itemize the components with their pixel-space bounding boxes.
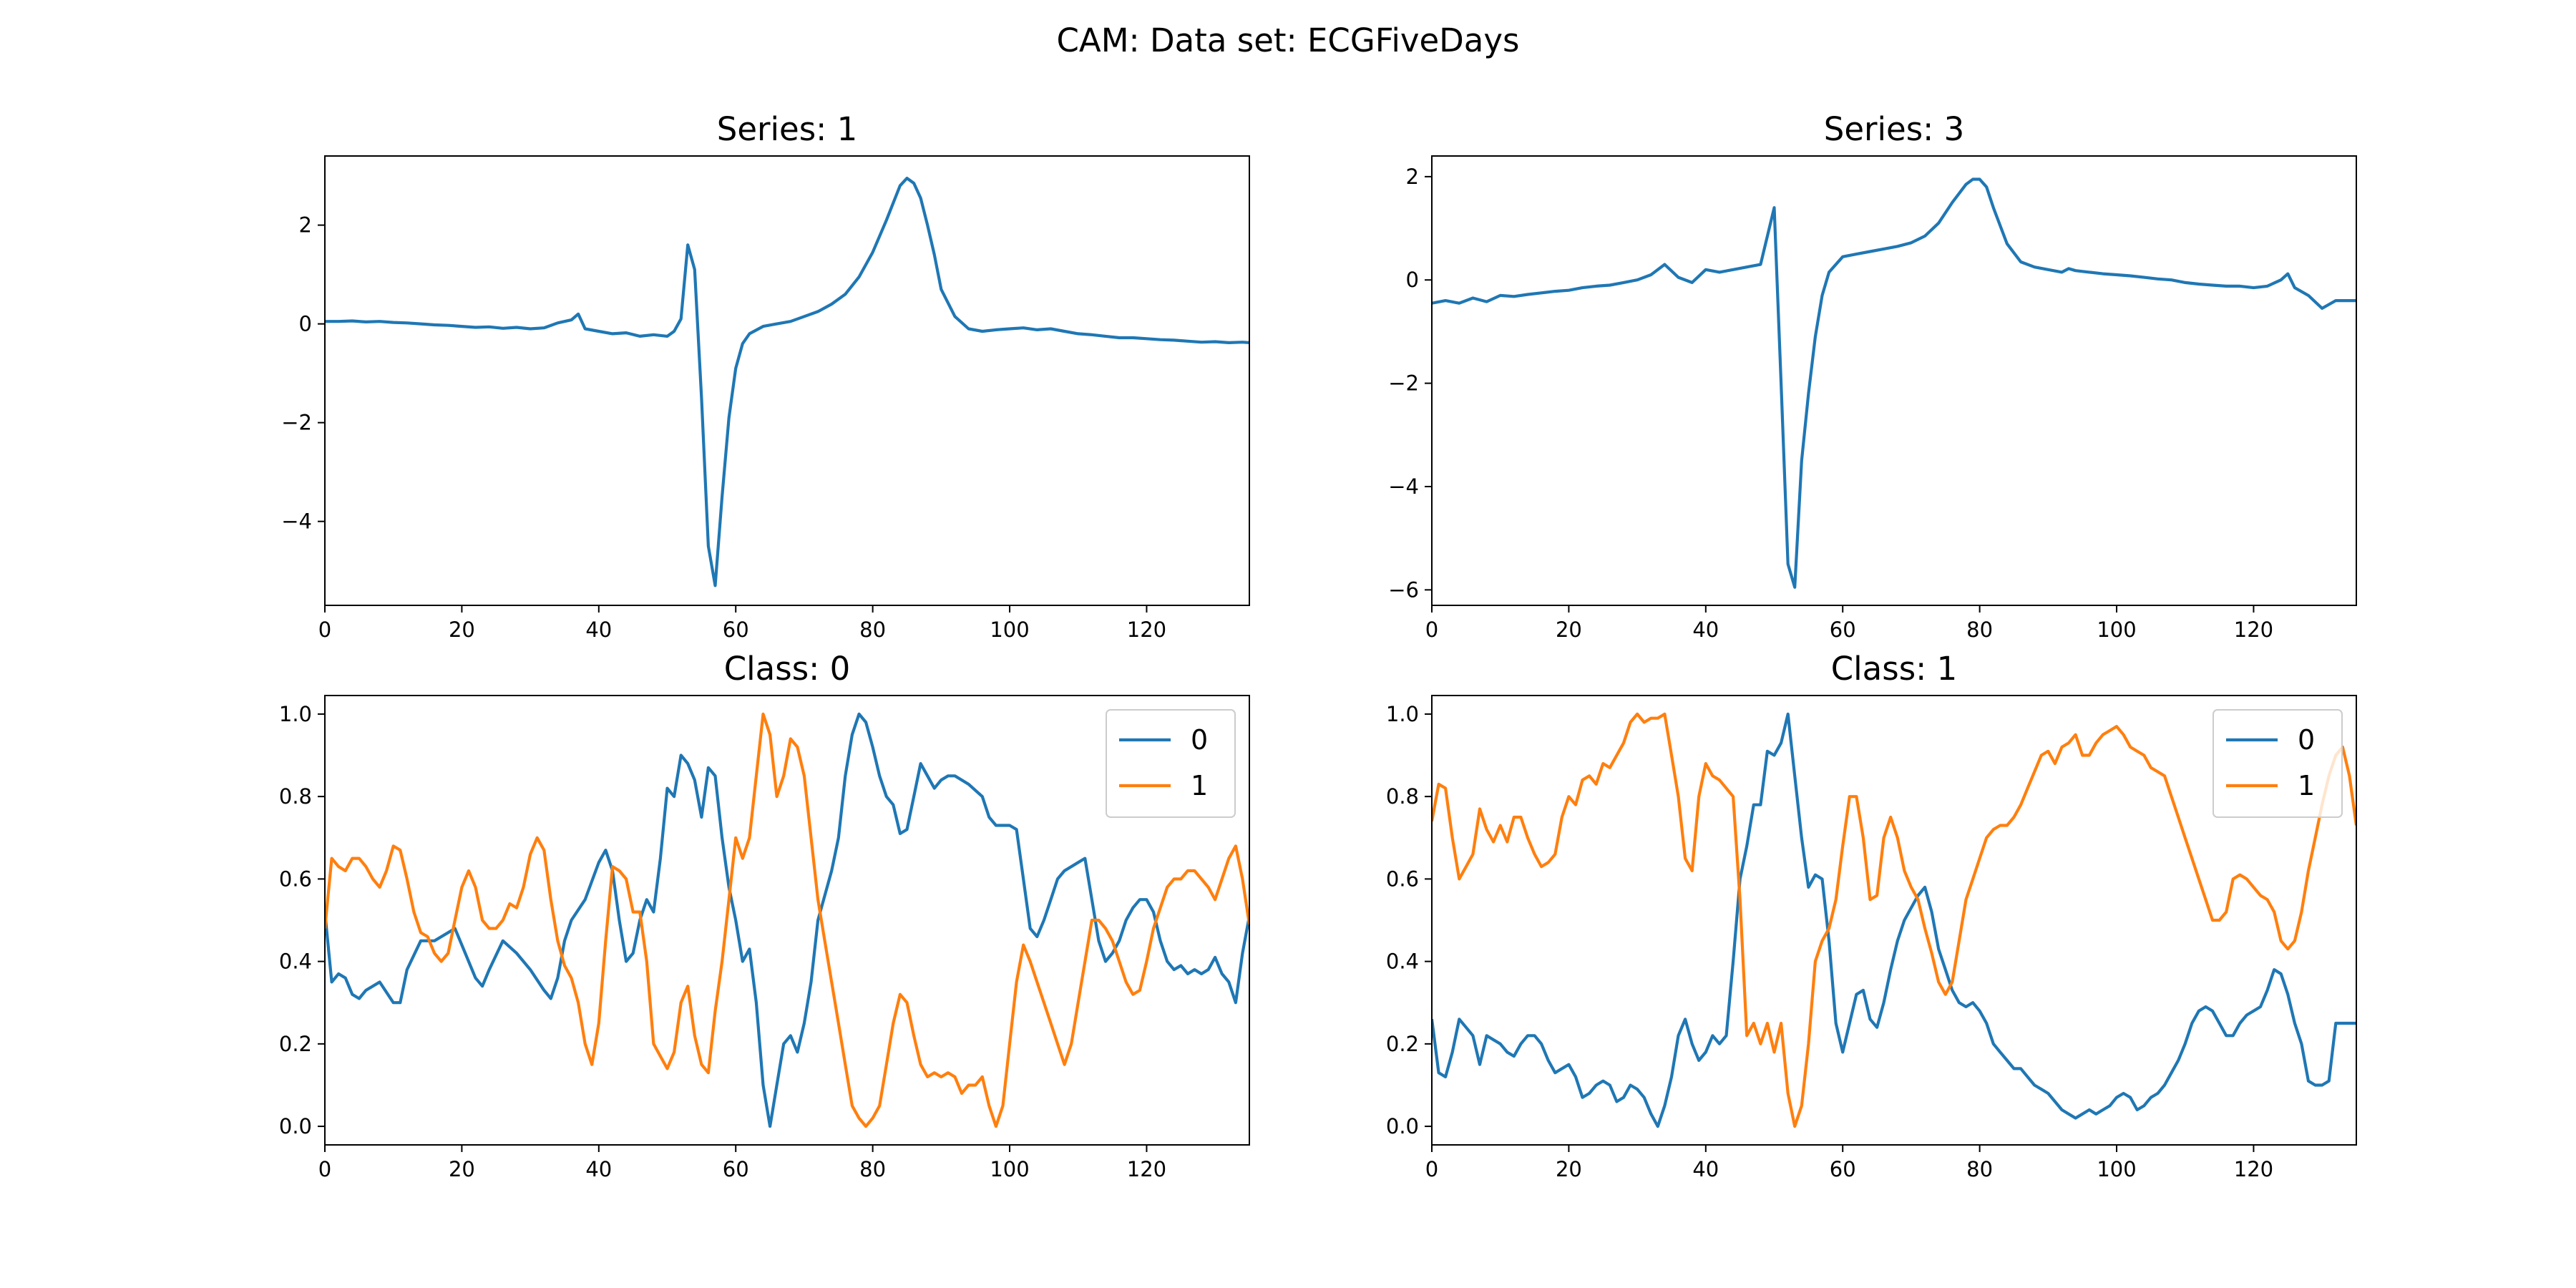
series-1-xtick-label: 120 bbox=[1127, 618, 1166, 642]
chart-class-0: Class: 0 0 20 40 60 80 100 120 0.0 0.2 0.4 0.6 0.8 1.… bbox=[279, 650, 1250, 1181]
class-0-ytick-label: 0.2 bbox=[279, 1032, 312, 1056]
class-0-legend-label-0: 0 bbox=[1191, 724, 1208, 756]
chart-class-1: Class: 1 0 20 40 60 80 100 120 0.0 0.2 0.4 0.6 0.8 1.… bbox=[1386, 650, 2357, 1181]
series-3-title: Series: 3 bbox=[1824, 110, 1964, 148]
series-3-xtick-label: 20 bbox=[1556, 618, 1582, 642]
class-0-xtick-label: 100 bbox=[990, 1157, 1029, 1181]
series-1-ytick-label: −4 bbox=[281, 509, 312, 534]
class-1-legend bbox=[2212, 709, 2343, 818]
class-0-ytick-label: 0.4 bbox=[279, 950, 312, 974]
series-1-xtick-label: 100 bbox=[990, 618, 1029, 642]
series-3-ytick-label: −4 bbox=[1388, 474, 1419, 499]
series-3-xtick-label: 120 bbox=[2234, 618, 2273, 642]
chart-series-3: Series: 3 0 20 40 60 80 100 120 −6 −4 −2 0 2 bbox=[1388, 110, 2357, 642]
class-0-xtick-label: 60 bbox=[723, 1157, 749, 1181]
class-0-xtick-label: 0 bbox=[318, 1157, 331, 1181]
class-1-ytick-label: 0.8 bbox=[1386, 784, 1419, 809]
class-1-xtick-label: 20 bbox=[1556, 1157, 1582, 1181]
series-3-ytick-label: −6 bbox=[1388, 577, 1419, 602]
class-0-frame bbox=[324, 695, 1250, 1146]
series-1-ytick-label: 2 bbox=[299, 213, 312, 238]
class-1-line-series-0 bbox=[1432, 712, 2356, 1128]
series-1-xtick-label: 20 bbox=[449, 618, 475, 642]
class-0-xtick-label: 120 bbox=[1127, 1157, 1166, 1181]
series-3-xtick-label: 0 bbox=[1425, 618, 1438, 642]
series-3-ytick-label: 2 bbox=[1406, 165, 1419, 189]
series-1-xtick-label: 60 bbox=[723, 618, 749, 642]
class-1-ytick-label: 0.4 bbox=[1386, 950, 1419, 974]
figure-title: CAM: Data set: ECGFiveDays bbox=[1057, 21, 1520, 59]
class-1-ytick-label: 0.6 bbox=[1386, 867, 1419, 891]
chart-series-1: Series: 1 0 20 40 60 80 100 120 −4 −2 0 2 bbox=[281, 110, 1250, 642]
class-1-frame bbox=[1431, 695, 2357, 1146]
class-1-xtick-label: 40 bbox=[1692, 1157, 1719, 1181]
class-0-xtick-label: 20 bbox=[449, 1157, 475, 1181]
series-1-xtick-label: 0 bbox=[318, 618, 331, 642]
class-0-ytick-label: 1.0 bbox=[279, 702, 312, 726]
series-3-line-0 bbox=[1432, 177, 2356, 589]
class-1-xtick-label: 80 bbox=[1966, 1157, 1993, 1181]
class-0-xtick-label: 40 bbox=[585, 1157, 612, 1181]
series-3-xtick-label: 100 bbox=[2097, 618, 2136, 642]
class-1-xtick-label: 100 bbox=[2097, 1157, 2136, 1181]
class-1-xtick-label: 0 bbox=[1425, 1157, 1438, 1181]
class-0-xtick-label: 80 bbox=[859, 1157, 886, 1181]
series-3-xtick-label: 80 bbox=[1966, 618, 1993, 642]
series-3-ytick-label: 0 bbox=[1406, 268, 1419, 292]
series-1-line-0 bbox=[325, 177, 1249, 587]
class-1-line-series-1 bbox=[1432, 712, 2356, 1128]
class-0-line-series-1 bbox=[325, 712, 1249, 1128]
class-1-ytick-label: 0.0 bbox=[1386, 1114, 1419, 1138]
series-3-ytick-label: −2 bbox=[1388, 371, 1419, 396]
class-1-ytick-label: 0.2 bbox=[1386, 1032, 1419, 1056]
series-1-frame bbox=[324, 155, 1250, 606]
class-1-xtick-label: 120 bbox=[2234, 1157, 2273, 1181]
class-0-ytick-label: 0.0 bbox=[279, 1114, 312, 1138]
series-3-frame bbox=[1431, 155, 2357, 606]
series-3-xtick-label: 60 bbox=[1830, 618, 1856, 642]
class-0-ytick-label: 0.8 bbox=[279, 784, 312, 809]
class-1-xtick-label: 60 bbox=[1830, 1157, 1856, 1181]
class-1-ytick-label: 1.0 bbox=[1386, 702, 1419, 726]
series-1-ytick-label: −2 bbox=[281, 411, 312, 435]
class-1-title: Class: 1 bbox=[1831, 650, 1957, 688]
series-1-title: Series: 1 bbox=[717, 110, 857, 148]
class-0-legend-label-1: 1 bbox=[1191, 770, 1208, 801]
class-0-title: Class: 0 bbox=[724, 650, 850, 688]
class-1-legend-label-0: 0 bbox=[2298, 724, 2315, 756]
class-0-legend bbox=[1106, 709, 1236, 818]
series-1-xtick-label: 80 bbox=[859, 618, 886, 642]
class-0-ytick-label: 0.6 bbox=[279, 867, 312, 891]
series-1-xtick-label: 40 bbox=[585, 618, 612, 642]
series-3-xtick-label: 40 bbox=[1692, 618, 1719, 642]
class-1-legend-label-1: 1 bbox=[2298, 770, 2315, 801]
series-1-ytick-label: 0 bbox=[299, 312, 312, 336]
